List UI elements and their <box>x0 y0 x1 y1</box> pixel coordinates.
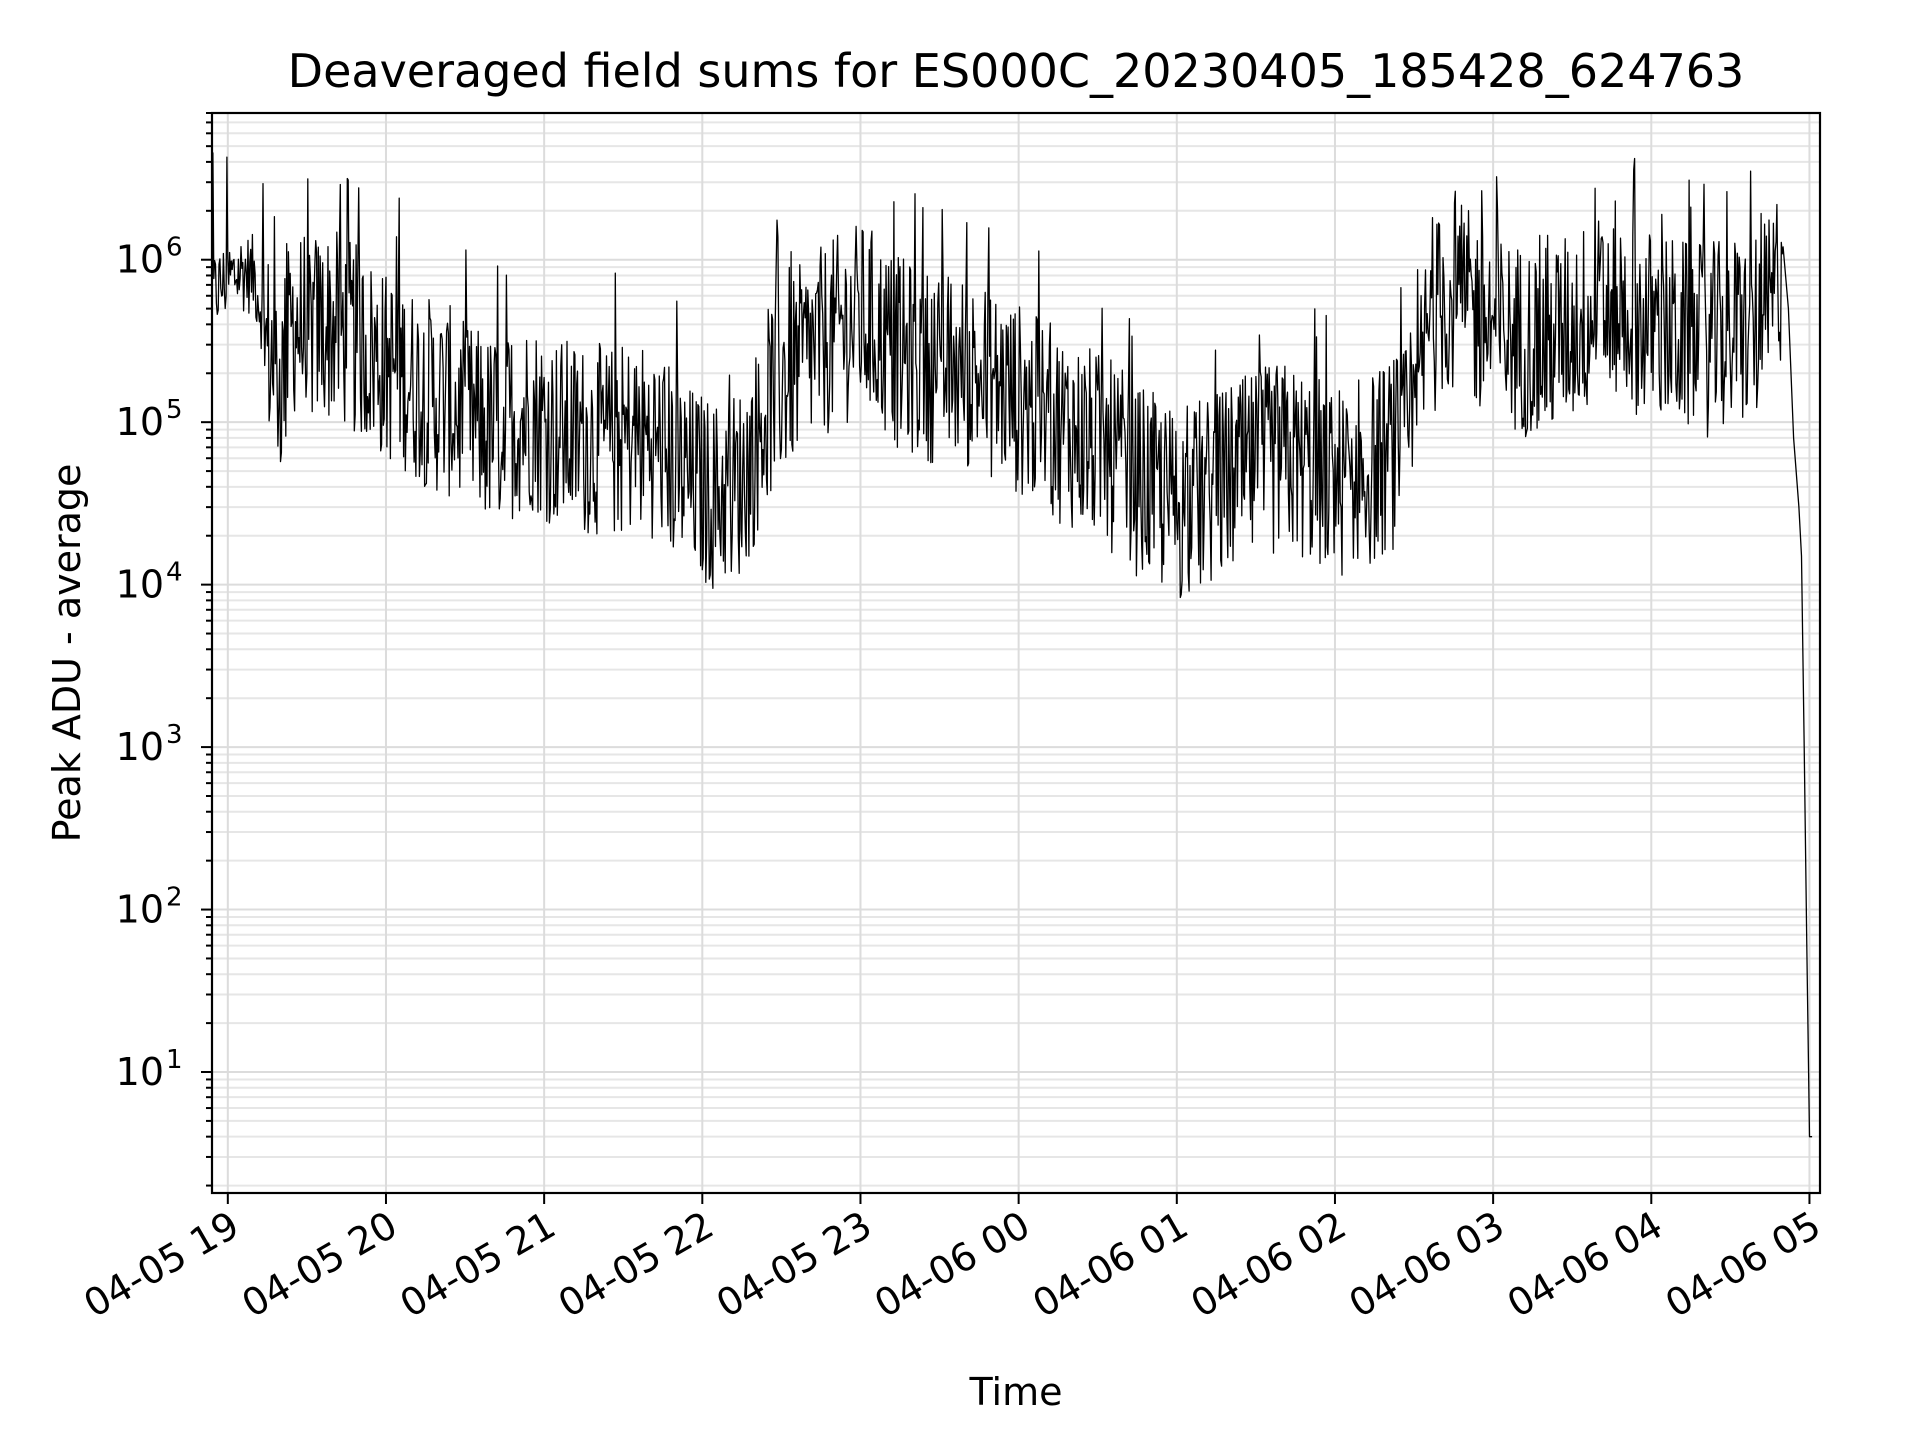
x-axis-label: Time <box>969 1370 1063 1414</box>
y-tick-exponent: 6 <box>166 233 183 263</box>
series-line <box>211 152 1813 1138</box>
series-layer <box>211 152 1813 1138</box>
chart-title: Deaveraged field sums for ES000C_2023040… <box>288 44 1745 98</box>
y-tick-exponent: 3 <box>166 720 183 750</box>
y-axis-label: Peak ADU - average <box>45 464 89 843</box>
y-tick-label: 10 <box>116 400 164 444</box>
y-tick-exponent: 1 <box>166 1045 183 1075</box>
y-tick-label: 10 <box>116 725 164 769</box>
y-tick-label: 10 <box>116 1050 164 1094</box>
plot-area <box>212 113 1820 1193</box>
y-tick-exponent: 4 <box>166 558 183 588</box>
y-tick-label: 10 <box>116 563 164 607</box>
y-tick-exponent: 2 <box>166 883 183 913</box>
y-tick-label: 10 <box>116 888 164 932</box>
y-tick-label: 10 <box>116 238 164 282</box>
plot-frame <box>210 111 1822 1195</box>
y-tick-exponent: 5 <box>166 395 183 425</box>
